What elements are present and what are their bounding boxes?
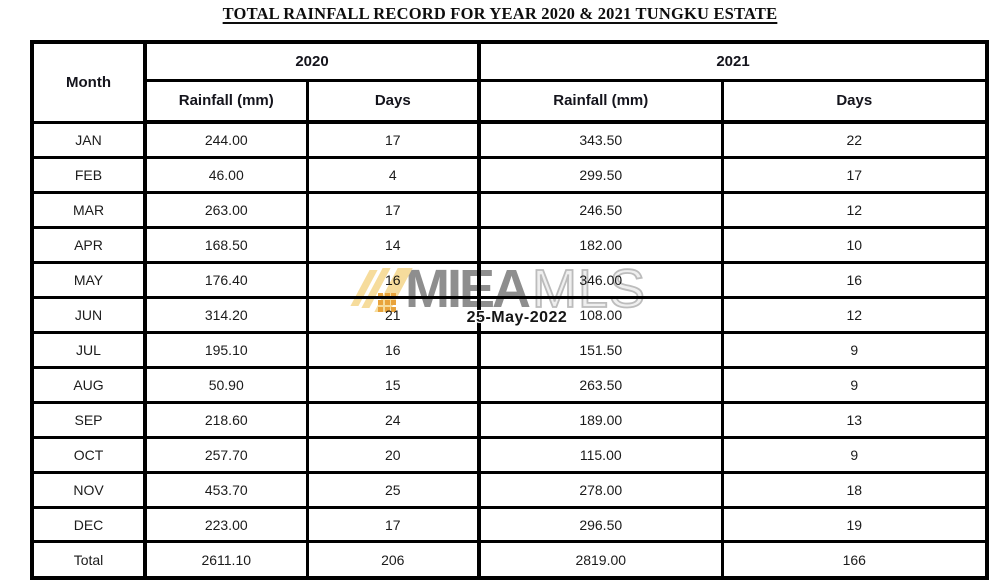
cell-rainfall-2020: 314.20	[143, 296, 308, 334]
header-days-2021: Days	[720, 78, 989, 124]
table-row: DEC 223.00 17 296.50 19	[30, 505, 989, 544]
cell-rainfall-2021: 246.50	[477, 191, 723, 230]
table-row: MAY 176.40 16 346.00 16	[30, 261, 989, 300]
total-row: Total 2611.10 206 2819.00 166	[30, 540, 989, 580]
cell-days-2020: 15	[305, 365, 481, 404]
cell-rainfall-2021: 299.50	[477, 156, 723, 195]
cell-rainfall-2020: 453.70	[143, 470, 308, 509]
cell-rainfall-2020: 218.60	[143, 400, 308, 439]
cell-days-2020: 17	[305, 120, 481, 160]
header-year-2020: 2020	[143, 40, 481, 81]
cell-rainfall-2020: 263.00	[143, 191, 308, 230]
cell-rainfall-2021: 151.50	[477, 330, 723, 369]
header-days-2020: Days	[305, 78, 481, 124]
cell-rainfall-2021: 263.50	[477, 365, 723, 404]
cell-days-2020: 14	[305, 226, 481, 265]
cell-month: JUN	[30, 296, 147, 334]
table-row: OCT 257.70 20 115.00 9	[30, 435, 989, 474]
cell-rainfall-2021: 343.50	[477, 120, 723, 160]
page-title: TOTAL RAINFALL RECORD FOR YEAR 2020 & 20…	[222, 4, 778, 23]
header-row-measures: Rainfall (mm) Days Rainfall (mm) Days	[32, 78, 989, 124]
table-row: MAR 263.00 17 246.50 12	[30, 191, 989, 230]
cell-days-2021: 9	[720, 365, 989, 404]
cell-days-2020: 16	[305, 330, 481, 369]
cell-rainfall-2020: 176.40	[143, 261, 308, 300]
cell-rainfall-2020: 168.50	[143, 226, 308, 265]
header-rainfall-2021: Rainfall (mm)	[477, 78, 723, 124]
cell-month: NOV	[30, 470, 147, 509]
table-row: APR 168.50 14 182.00 10	[30, 226, 989, 265]
cell-days-2020: 17	[305, 505, 481, 544]
cell-days-2021: 166	[720, 540, 989, 580]
table-row: NOV 453.70 25 278.00 18	[30, 470, 989, 509]
cell-days-2021: 10	[720, 226, 989, 265]
table-row: JUL 195.10 16 151.50 9	[30, 330, 989, 369]
header-row-years: Month 2020 2021	[30, 40, 989, 124]
cell-month: APR	[30, 226, 147, 265]
cell-days-2021: 18	[720, 470, 989, 509]
cell-month: FEB	[30, 156, 147, 195]
cell-rainfall-2020: 223.00	[143, 505, 308, 544]
cell-days-2021: 13	[720, 400, 989, 439]
table-row: SEP 218.60 24 189.00 13	[30, 400, 989, 439]
date-stamp: 25-May-2022	[466, 309, 568, 326]
cell-rainfall-2021: 115.00	[477, 435, 723, 474]
cell-rainfall-2020: 2611.10	[143, 540, 308, 580]
cell-rainfall-2021: 189.00	[477, 400, 723, 439]
header-month: Month	[30, 40, 147, 124]
cell-rainfall-2021: 346.00	[477, 261, 723, 300]
cell-rainfall-2021: 108.00	[477, 296, 723, 334]
cell-days-2021: 12	[720, 191, 989, 230]
cell-month: SEP	[30, 400, 147, 439]
header-year-2021: 2021	[477, 40, 989, 81]
cell-rainfall-2020: 195.10	[143, 330, 308, 369]
cell-days-2021: 17	[720, 156, 989, 195]
cell-rainfall-2021: 278.00	[477, 470, 723, 509]
cell-rainfall-2020: 257.70	[143, 435, 308, 474]
header-rainfall-2020: Rainfall (mm)	[143, 78, 308, 124]
cell-days-2021: 19	[720, 505, 989, 544]
cell-rainfall-2021: 182.00	[477, 226, 723, 265]
cell-rainfall-2021: 2819.00	[477, 540, 723, 580]
cell-days-2021: 16	[720, 261, 989, 300]
cell-month: AUG	[30, 365, 147, 404]
cell-month: MAR	[30, 191, 147, 230]
cell-rainfall-2020: 46.00	[143, 156, 308, 195]
cell-days-2020: 24	[305, 400, 481, 439]
cell-days-2021: 9	[720, 330, 989, 369]
cell-days-2020: 4	[305, 156, 481, 195]
table-row: AUG 50.90 15 263.50 9	[30, 365, 989, 404]
cell-month: OCT	[30, 435, 147, 474]
cell-rainfall-2020: 50.90	[143, 365, 308, 404]
cell-month: Total	[30, 540, 147, 580]
cell-days-2020: 20	[305, 435, 481, 474]
rainfall-table: Month 2020 2021 Rainfall (mm) Days Rainf…	[30, 40, 989, 580]
cell-month: MAY	[30, 261, 147, 300]
cell-days-2020: 17	[305, 191, 481, 230]
cell-month: JAN	[30, 120, 147, 160]
cell-rainfall-2020: 244.00	[143, 120, 308, 160]
cell-days-2020: 25	[305, 470, 481, 509]
cell-days-2021: 9	[720, 435, 989, 474]
cell-month: JUL	[30, 330, 147, 369]
cell-days-2020: 16	[305, 261, 481, 300]
cell-days-2021: 22	[720, 120, 989, 160]
cell-month: DEC	[30, 505, 147, 544]
table-row: FEB 46.00 4 299.50 17	[30, 156, 989, 195]
cell-days-2021: 12	[720, 296, 989, 334]
cell-rainfall-2021: 296.50	[477, 505, 723, 544]
cell-days-2020: 206	[305, 540, 481, 580]
table-row: JAN 244.00 17 343.50 22	[30, 120, 989, 160]
table-row: JUN 314.20 21 108.00 12	[30, 296, 989, 334]
